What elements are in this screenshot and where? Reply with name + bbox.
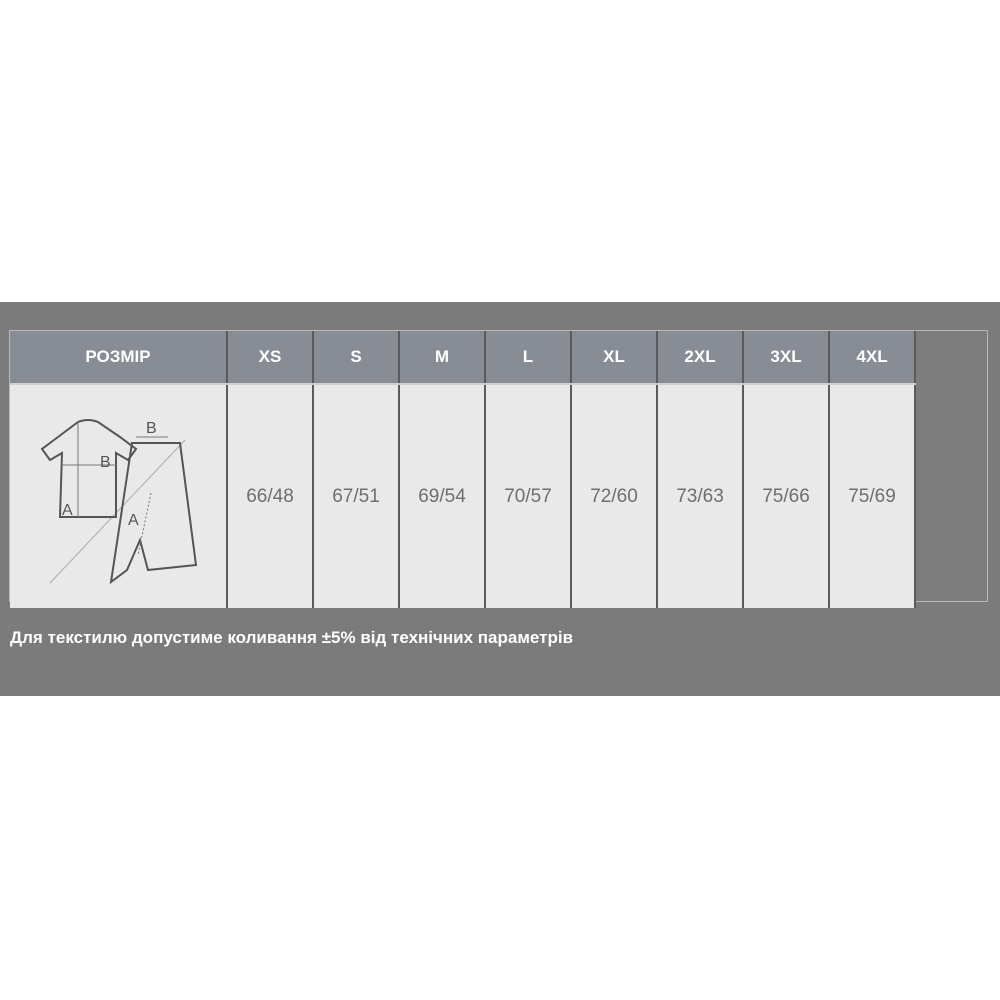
header-size: XL	[571, 331, 658, 385]
header-size-label: РОЗМІР	[10, 331, 228, 385]
tolerance-note: Для текстилю допустиме коливання ±5% від…	[10, 628, 574, 647]
size-table: РОЗМІР XS S M L XL 2XL 3XL 4XL	[10, 331, 916, 608]
header-size: 4XL	[829, 331, 916, 385]
header-size: 3XL	[743, 331, 830, 385]
pants-label-a: A	[128, 512, 139, 529]
size-value: 72/60	[571, 384, 658, 608]
size-value: 75/66	[743, 384, 830, 608]
size-value: 75/69	[829, 384, 916, 608]
shirt-label-a: A	[62, 502, 73, 519]
header-size: L	[485, 331, 572, 385]
shirt-pants-diagram-icon: B A B A	[40, 419, 198, 585]
size-value: 69/54	[399, 384, 486, 608]
size-value: 67/51	[313, 384, 400, 608]
header-size: S	[313, 331, 400, 385]
size-value: 73/63	[657, 384, 744, 608]
values-row: B A B A 66/48 67/51 69/54 70/57 72/60 73…	[10, 384, 916, 608]
header-size: XS	[227, 331, 314, 385]
header-row: РОЗМІР XS S M L XL 2XL 3XL 4XL	[10, 331, 916, 385]
pants-label-b: B	[146, 420, 157, 437]
header-size: M	[399, 331, 486, 385]
shirt-label-b: B	[100, 454, 111, 471]
size-value: 70/57	[485, 384, 572, 608]
garment-diagram: B A B A	[10, 384, 228, 608]
header-size: 2XL	[657, 331, 744, 385]
size-value: 66/48	[227, 384, 314, 608]
